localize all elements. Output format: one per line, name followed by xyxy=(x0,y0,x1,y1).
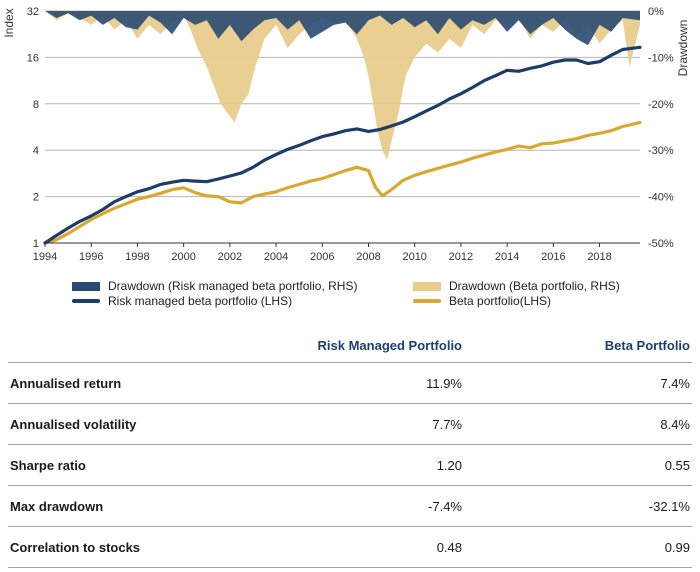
table-row: Correlation to stocks 0.48 0.99 xyxy=(8,526,692,568)
legend-label: Beta portfolio(LHS) xyxy=(449,294,552,308)
beta-value: 0.99 xyxy=(464,526,692,568)
x-tick-label: 1998 xyxy=(125,251,149,263)
y-right-tick-label: -20% xyxy=(648,99,674,111)
y-left-axis-label: Index xyxy=(2,8,16,37)
y-left-tick-label: 1 xyxy=(33,238,39,250)
x-tick-label: 2012 xyxy=(449,251,473,263)
y-right-tick-label: -30% xyxy=(648,145,674,157)
y-left-tick-label: 2 xyxy=(33,192,39,204)
risk-managed-value: 7.7% xyxy=(310,403,464,445)
legend-item-beta-line: Beta portfolio(LHS) xyxy=(413,294,551,308)
x-tick-label: 1994 xyxy=(33,251,57,263)
y-left-tick-label: 8 xyxy=(33,99,39,111)
legend-swatch xyxy=(413,299,441,303)
table-header-row: Risk Managed Portfolio Beta Portfolio xyxy=(8,334,692,363)
drawdown-areas xyxy=(45,11,640,160)
table-header-blank xyxy=(8,334,310,363)
y-right-tick-label: 0% xyxy=(648,6,664,18)
index-lines xyxy=(43,45,642,245)
x-tick-label: 2014 xyxy=(495,251,519,263)
table-header-risk-managed: Risk Managed Portfolio xyxy=(310,334,464,363)
legend-label: Risk managed beta portfolio (LHS) xyxy=(108,294,293,308)
y-right-axis-label: Drawdown xyxy=(676,20,690,77)
legend-item-risk-managed-line: Risk managed beta portfolio (LHS) xyxy=(72,294,292,308)
risk-managed-value: 0.48 xyxy=(310,526,464,568)
chart-legend: Drawdown (Risk managed beta portfolio, R… xyxy=(0,276,700,308)
row-label: Annualised return xyxy=(8,362,310,404)
x-tick-label: 2004 xyxy=(264,251,288,263)
row-label: Sharpe ratio xyxy=(8,444,310,486)
x-tick-label: 2018 xyxy=(587,251,611,263)
x-tick-label: 2008 xyxy=(356,251,380,263)
table-row: Annualised volatility 7.7% 8.4% xyxy=(8,403,692,445)
beta-value: 0.55 xyxy=(464,444,692,486)
row-label: Correlation to stocks xyxy=(8,526,310,568)
risk-managed-value: 11.9% xyxy=(310,362,464,404)
risk-managed-value: -7.4% xyxy=(310,485,464,527)
line-risk-managed xyxy=(43,45,642,245)
chart-axes: 1994 1996 1998 2000 2002 2004 2006 2008 2010 2012… xyxy=(2,6,690,263)
legend-swatch xyxy=(413,281,441,291)
drawdown-area-beta xyxy=(45,11,640,160)
legend-item-drawdown-risk-managed: Drawdown (Risk managed beta portfolio, R… xyxy=(72,279,357,293)
legend-swatch xyxy=(72,299,100,303)
table-row: Sharpe ratio 1.20 0.55 xyxy=(8,444,692,486)
y-left-tick-label: 32 xyxy=(27,6,39,18)
x-tick-label: 2016 xyxy=(541,251,565,263)
legend-label: Drawdown (Beta portfolio, RHS) xyxy=(449,279,620,293)
table-row: Annualised return 11.9% 7.4% xyxy=(8,362,692,404)
legend-label: Drawdown (Risk managed beta portfolio, R… xyxy=(108,279,358,293)
row-label: Annualised volatility xyxy=(8,403,310,445)
legend-item-drawdown-beta: Drawdown (Beta portfolio, RHS) xyxy=(413,279,620,293)
y-right-tick-label: -10% xyxy=(648,52,674,64)
table-row: Max drawdown -7.4% -32.1% xyxy=(8,485,692,527)
risk-managed-value: 1.20 xyxy=(310,444,464,486)
x-tick-label: 2000 xyxy=(171,251,195,263)
table-header-beta: Beta Portfolio xyxy=(464,334,692,363)
beta-value: -32.1% xyxy=(464,485,692,527)
beta-value: 7.4% xyxy=(464,362,692,404)
x-tick-label: 2006 xyxy=(310,251,334,263)
y-left-tick-label: 4 xyxy=(33,145,39,157)
line-beta xyxy=(43,120,642,245)
y-right-tick-label: -50% xyxy=(648,238,674,250)
y-left-tick-label: 16 xyxy=(27,52,39,64)
legend-swatch xyxy=(72,281,100,291)
grid-lines xyxy=(45,10,640,244)
x-tick-label: 2010 xyxy=(402,251,426,263)
drawdown-area-risk-managed xyxy=(45,11,640,46)
statistics-table: Risk Managed Portfolio Beta Portfolio An… xyxy=(8,334,692,568)
x-tick-label: 2002 xyxy=(218,251,242,263)
row-label: Max drawdown xyxy=(8,485,310,527)
performance-chart: 1994 1996 1998 2000 2002 2004 2006 2008 2010 2012… xyxy=(2,6,690,263)
beta-value: 8.4% xyxy=(464,403,692,445)
x-tick-label: 1996 xyxy=(79,251,103,263)
y-right-tick-label: -40% xyxy=(648,192,674,204)
